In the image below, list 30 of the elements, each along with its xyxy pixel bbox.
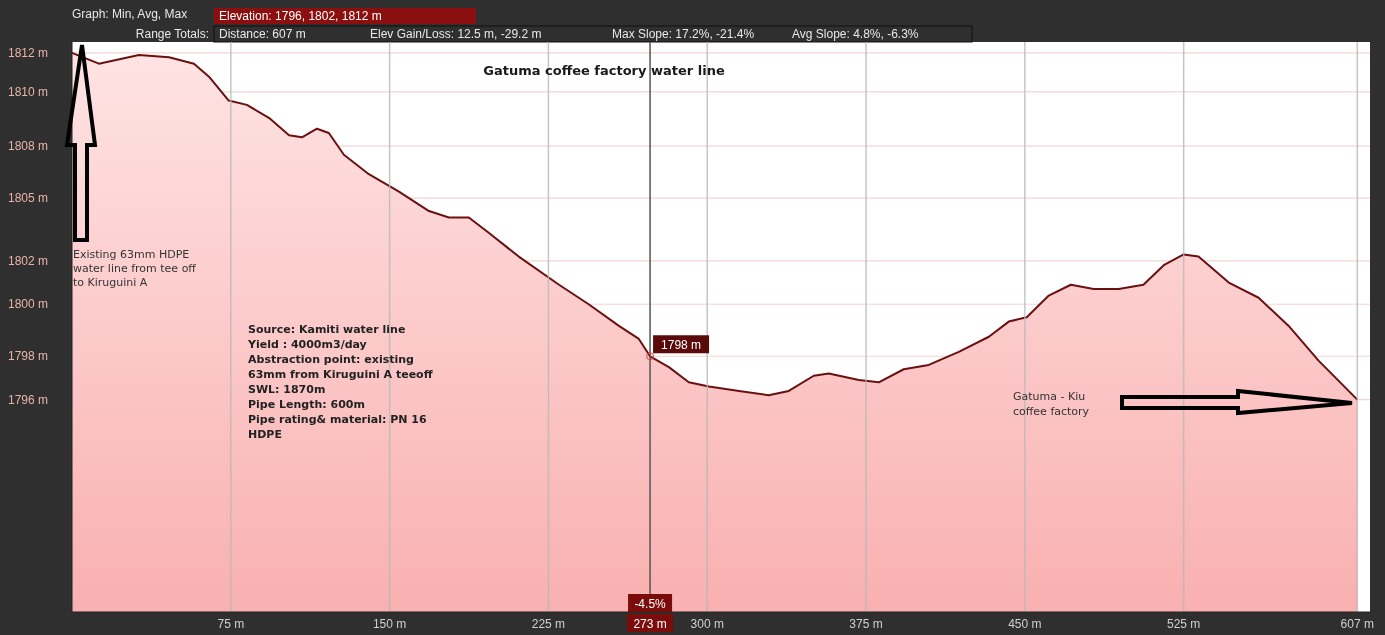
x-tick-label: 375 m (849, 617, 883, 631)
x-tick-label: 150 m (372, 617, 407, 631)
y-tick-label: 1802 m (8, 253, 49, 268)
x-tick-label: 450 m (1008, 617, 1042, 631)
x-tick-label: 300 m (690, 617, 724, 631)
annotation: Source: Kamiti water line Yield : 4000m3/day Abstraction point: existing 63mm from Kiruguini A teeoff SWL: 1870m Pipe Length: 600m Pipe rating& material: PN 16 HDPE (247, 323, 433, 441)
y-tick-label: 1798 m (8, 349, 49, 364)
y-tick-label: 1808 m (8, 139, 49, 154)
y-tick-label: 1810 m (8, 84, 49, 99)
text: Max Slope: 17.2%, -21.4% (612, 27, 755, 41)
y-tick-label: 1796 m (8, 392, 49, 407)
text: Distance: 607 m (219, 27, 306, 41)
x-tick-label: 607 m (1340, 617, 1374, 631)
y-tick-label: 1812 m (8, 45, 49, 60)
ref-line-label: 273 m (633, 617, 667, 631)
text: Gatuma coffee factory water line (483, 63, 725, 78)
annotation: Gatuma - Kiu coffee factory (1013, 390, 1090, 418)
x-tick-label: 75 m (217, 617, 245, 631)
annotation: -4.5% (634, 597, 667, 611)
text: Graph: Min, Avg, Max (72, 7, 188, 21)
x-tick-label: 525 m (1166, 617, 1201, 631)
y-tick-label: 1805 m (8, 191, 49, 206)
y-tick-label: 1800 m (8, 297, 49, 312)
annotation: Existing 63mm HDPE water line from tee off to Kiruguini A (73, 248, 197, 289)
x-tick-label: 225 m (531, 617, 566, 631)
annotation: 1798 m (661, 338, 702, 353)
text: Range Totals: (135, 27, 209, 41)
text: Elev Gain/Loss: 12.5 m, -29.2 m (370, 27, 542, 41)
text: Elevation: 1796, 1802, 1812 m (219, 9, 382, 23)
text: Avg Slope: 4.8%, -6.3% (792, 27, 919, 41)
